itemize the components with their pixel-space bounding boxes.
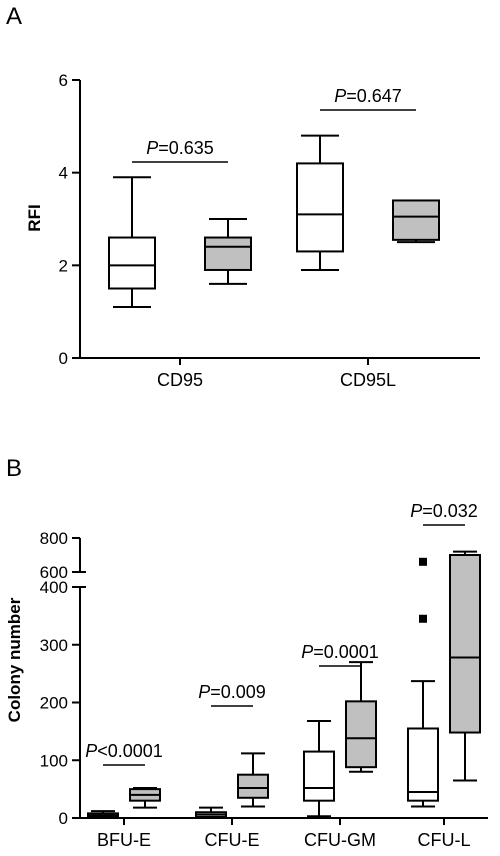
box-iqr	[204, 236, 252, 271]
box-iqr	[345, 700, 377, 769]
p-value-text: =0.647	[346, 86, 402, 106]
p-value-text: =0.0001	[313, 642, 379, 662]
p-symbol: P	[85, 741, 97, 761]
y-tick-label: 600	[40, 563, 68, 582]
p-symbol: P	[146, 138, 158, 158]
y-tick-label: 200	[40, 694, 68, 713]
p-value-label: P=0.032	[410, 501, 478, 521]
y-tick-label: 100	[40, 751, 68, 770]
y-tick-label: 0	[59, 809, 68, 828]
p-value-text: =0.635	[158, 138, 214, 158]
x-tick-label: CFU-E	[205, 830, 260, 850]
panel-a-label: A	[6, 3, 22, 30]
outlier-point	[419, 614, 427, 623]
p-value-label: P<0.0001	[85, 741, 163, 761]
panel-b-y-axis-label: Colony number	[5, 597, 24, 722]
box-iqr	[407, 727, 439, 802]
p-symbol: P	[410, 501, 422, 521]
p-value-label: P=0.009	[198, 682, 266, 702]
p-value-text: =0.032	[422, 501, 478, 521]
y-tick-label: 4	[59, 164, 68, 183]
p-value-label: P=0.647	[334, 86, 402, 106]
p-value-label: P=0.635	[146, 138, 214, 158]
x-tick-label: CFU-GM	[304, 830, 376, 850]
y-tick-label: 800	[40, 529, 68, 548]
p-value-text: <0.0001	[97, 741, 163, 761]
x-tick-label: CFU-L	[418, 830, 471, 850]
p-symbol: P	[334, 86, 346, 106]
x-tick-label: CD95	[157, 370, 203, 390]
box-iqr	[237, 773, 269, 799]
x-tick-label: BFU-E	[97, 830, 151, 850]
box-iqr	[449, 554, 481, 734]
p-symbol: P	[198, 682, 210, 702]
panel-b-label: B	[6, 455, 22, 482]
panel-a-y-axis-label: RFI	[25, 204, 44, 231]
box-iqr	[108, 236, 156, 290]
x-tick-label: CD95L	[340, 370, 396, 390]
y-tick-label: 400	[40, 578, 68, 597]
outlier-point	[419, 557, 427, 566]
y-tick-label: 2	[59, 256, 68, 275]
y-tick-label: 0	[59, 349, 68, 368]
y-tick-label: 300	[40, 636, 68, 655]
box-iqr	[296, 162, 344, 253]
p-value-text: =0.009	[210, 682, 266, 702]
box-iqr	[392, 199, 440, 241]
box-iqr	[303, 750, 335, 802]
p-symbol: P	[301, 642, 313, 662]
y-tick-label: 6	[59, 71, 68, 90]
p-value-label: P=0.0001	[301, 642, 379, 662]
